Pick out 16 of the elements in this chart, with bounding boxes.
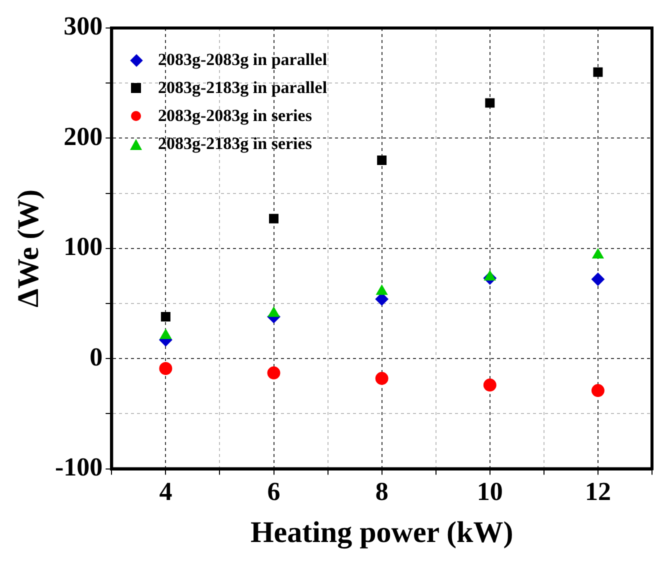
- y-tick-label: -100: [54, 452, 103, 482]
- x-axis-title: Heating power (kW): [250, 516, 514, 549]
- legend-label: 2083g-2183g in parallel: [158, 77, 328, 99]
- y-tick-label: 300: [64, 12, 103, 41]
- y-tick-label: 0: [90, 342, 103, 372]
- y-tick-label: 200: [64, 122, 103, 151]
- x-tick-label: 12: [584, 477, 611, 506]
- y-tick-label: 100: [64, 232, 103, 262]
- legend-label: 2083g-2083g in series: [158, 105, 312, 127]
- x-tick-label: 8: [375, 477, 388, 506]
- y-axis-title: ΔWe (W): [12, 189, 45, 308]
- legend-label: 2083g-2083g in parallel: [158, 49, 328, 71]
- legend-label: 2083g-2183g in series: [158, 133, 312, 155]
- x-tick-label: 6: [267, 477, 280, 506]
- x-tick-label: 10: [476, 477, 503, 506]
- x-tick-label: 4: [159, 477, 172, 506]
